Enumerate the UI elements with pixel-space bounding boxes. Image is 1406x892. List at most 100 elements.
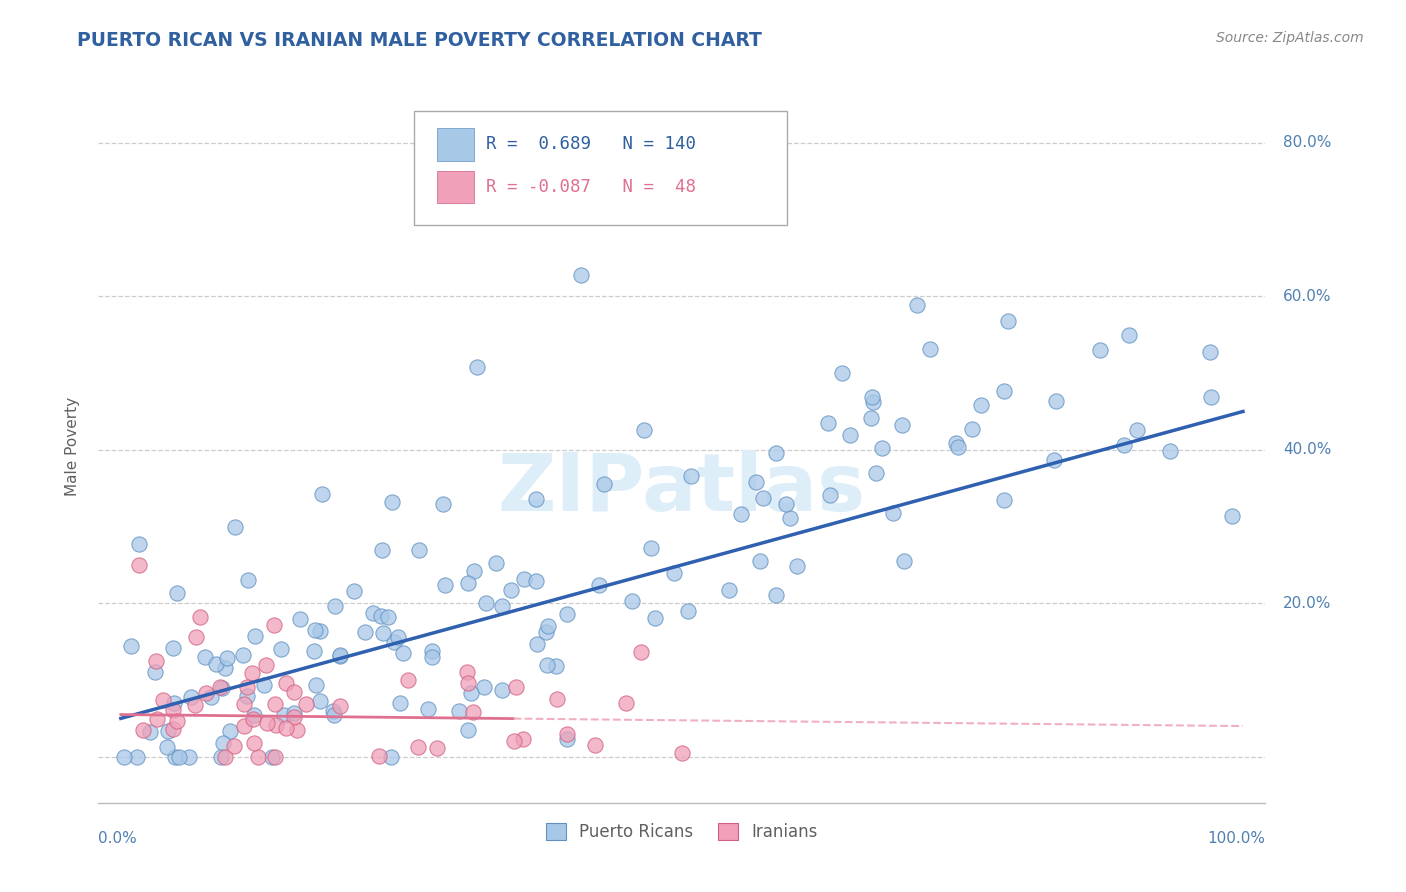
Point xyxy=(408,543,430,558)
Point xyxy=(232,719,254,733)
Point xyxy=(246,749,269,764)
Point xyxy=(765,588,787,602)
Point xyxy=(389,696,412,710)
Point xyxy=(143,665,166,679)
Point xyxy=(263,617,285,632)
Point xyxy=(276,721,298,735)
Point xyxy=(242,712,264,726)
Text: ZIPatlas: ZIPatlas xyxy=(498,450,866,528)
Point xyxy=(891,418,914,433)
Point xyxy=(309,693,332,707)
Point xyxy=(323,707,346,722)
Point xyxy=(630,645,652,659)
Point xyxy=(200,690,222,704)
Point xyxy=(593,477,616,491)
FancyBboxPatch shape xyxy=(437,128,474,161)
Point xyxy=(557,727,579,741)
Point xyxy=(457,576,479,591)
Point xyxy=(162,722,184,736)
Point xyxy=(132,723,155,737)
Y-axis label: Male Poverty: Male Poverty xyxy=(65,396,80,496)
Point xyxy=(264,749,287,764)
Point xyxy=(870,442,893,456)
Text: 100.0%: 100.0% xyxy=(1208,831,1265,847)
FancyBboxPatch shape xyxy=(413,111,787,225)
Point xyxy=(273,707,295,722)
Point xyxy=(1118,328,1140,343)
Point xyxy=(127,749,149,764)
Point xyxy=(186,630,208,644)
Point xyxy=(426,740,449,755)
Point xyxy=(865,466,887,480)
Point xyxy=(640,541,662,555)
Point xyxy=(457,723,479,737)
Point xyxy=(546,692,568,706)
Point xyxy=(422,644,444,658)
Point xyxy=(253,678,276,692)
Point xyxy=(373,625,395,640)
Point xyxy=(361,606,384,620)
Point xyxy=(166,714,188,728)
Point xyxy=(1112,438,1135,452)
Point xyxy=(662,566,685,580)
Point xyxy=(304,623,326,637)
Point xyxy=(283,706,305,720)
Text: 20.0%: 20.0% xyxy=(1282,596,1331,611)
Point xyxy=(224,519,246,533)
Point xyxy=(818,488,841,502)
Point xyxy=(524,492,547,507)
Point xyxy=(960,421,983,435)
Point xyxy=(644,610,666,624)
Text: 60.0%: 60.0% xyxy=(1282,289,1331,304)
Point xyxy=(208,680,231,694)
Point xyxy=(1198,344,1220,359)
Point xyxy=(138,725,160,739)
Point xyxy=(162,641,184,656)
Point xyxy=(212,736,235,750)
Point xyxy=(893,554,915,568)
Point xyxy=(145,653,167,667)
Point xyxy=(546,658,568,673)
Point xyxy=(920,342,942,356)
Point xyxy=(180,690,202,704)
Point xyxy=(1125,423,1147,437)
Point xyxy=(211,681,233,695)
Point xyxy=(156,740,179,755)
Point xyxy=(370,609,392,624)
Text: R =  0.689   N = 140: R = 0.689 N = 140 xyxy=(486,136,696,153)
Point xyxy=(128,537,150,551)
Point xyxy=(862,394,884,409)
Point xyxy=(322,704,344,718)
Point xyxy=(859,410,882,425)
Point xyxy=(184,698,207,712)
Point xyxy=(209,749,232,764)
Point xyxy=(718,582,741,597)
Point xyxy=(447,704,470,718)
Point xyxy=(499,583,522,598)
Point xyxy=(323,599,346,614)
Point xyxy=(512,732,534,747)
Point xyxy=(152,693,174,707)
Point xyxy=(993,384,1015,398)
Point xyxy=(329,648,352,662)
Point xyxy=(537,618,560,632)
Point xyxy=(381,495,404,509)
Point xyxy=(128,558,150,572)
Point xyxy=(163,749,186,764)
Point xyxy=(177,749,200,764)
Point xyxy=(555,607,578,621)
Text: R = -0.087   N =  48: R = -0.087 N = 48 xyxy=(486,178,696,196)
Point xyxy=(1045,393,1067,408)
Point xyxy=(194,649,217,664)
Point xyxy=(475,596,498,610)
Point xyxy=(166,586,188,600)
Point xyxy=(391,647,413,661)
Point xyxy=(671,746,693,760)
Text: 40.0%: 40.0% xyxy=(1282,442,1331,458)
Point xyxy=(679,468,702,483)
Point xyxy=(112,749,135,764)
Point xyxy=(368,749,391,764)
Point xyxy=(387,630,409,644)
Point xyxy=(285,723,308,737)
Point xyxy=(463,705,485,719)
